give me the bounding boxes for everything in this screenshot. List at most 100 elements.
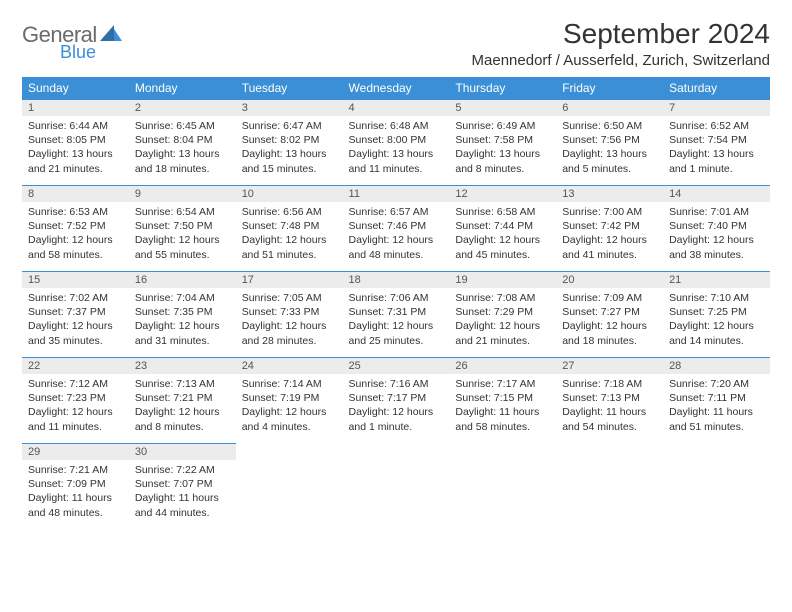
day-content: Sunrise: 7:17 AMSunset: 7:15 PMDaylight:… (449, 374, 556, 437)
sunset-text: Sunset: 7:52 PM (28, 219, 123, 233)
day-number: 30 (129, 444, 236, 460)
day-number: 3 (236, 100, 343, 116)
sunrise-text: Sunrise: 6:58 AM (455, 205, 550, 219)
daylight-text: Daylight: 12 hours and 4 minutes. (242, 405, 337, 433)
calendar-day-cell: 10Sunrise: 6:56 AMSunset: 7:48 PMDayligh… (236, 186, 343, 272)
sunset-text: Sunset: 7:50 PM (135, 219, 230, 233)
daylight-text: Daylight: 12 hours and 18 minutes. (562, 319, 657, 347)
sunset-text: Sunset: 7:37 PM (28, 305, 123, 319)
daylight-text: Daylight: 12 hours and 21 minutes. (455, 319, 550, 347)
daylight-text: Daylight: 12 hours and 1 minute. (349, 405, 444, 433)
month-title: September 2024 (472, 18, 770, 50)
day-number: 15 (22, 272, 129, 288)
title-block: September 2024 Maennedorf / Ausserfeld, … (472, 18, 770, 69)
calendar-day-cell: 11Sunrise: 6:57 AMSunset: 7:46 PMDayligh… (343, 186, 450, 272)
sunset-text: Sunset: 8:02 PM (242, 133, 337, 147)
day-content: Sunrise: 6:50 AMSunset: 7:56 PMDaylight:… (556, 116, 663, 179)
sunrise-text: Sunrise: 7:04 AM (135, 291, 230, 305)
daylight-text: Daylight: 11 hours and 54 minutes. (562, 405, 657, 433)
day-content: Sunrise: 6:57 AMSunset: 7:46 PMDaylight:… (343, 202, 450, 265)
daylight-text: Daylight: 12 hours and 38 minutes. (669, 233, 764, 261)
daylight-text: Daylight: 12 hours and 31 minutes. (135, 319, 230, 347)
calendar-day-cell: 20Sunrise: 7:09 AMSunset: 7:27 PMDayligh… (556, 272, 663, 358)
daylight-text: Daylight: 12 hours and 11 minutes. (28, 405, 123, 433)
daylight-text: Daylight: 12 hours and 25 minutes. (349, 319, 444, 347)
day-number: 9 (129, 186, 236, 202)
day-content: Sunrise: 6:54 AMSunset: 7:50 PMDaylight:… (129, 202, 236, 265)
day-content: Sunrise: 6:49 AMSunset: 7:58 PMDaylight:… (449, 116, 556, 179)
day-number: 7 (663, 100, 770, 116)
sunset-text: Sunset: 7:29 PM (455, 305, 550, 319)
daylight-text: Daylight: 13 hours and 21 minutes. (28, 147, 123, 175)
day-content: Sunrise: 7:01 AMSunset: 7:40 PMDaylight:… (663, 202, 770, 265)
daylight-text: Daylight: 13 hours and 15 minutes. (242, 147, 337, 175)
calendar-day-cell (663, 444, 770, 530)
day-content: Sunrise: 7:02 AMSunset: 7:37 PMDaylight:… (22, 288, 129, 351)
day-number: 27 (556, 358, 663, 374)
daylight-text: Daylight: 12 hours and 58 minutes. (28, 233, 123, 261)
sunset-text: Sunset: 7:21 PM (135, 391, 230, 405)
sunrise-text: Sunrise: 7:00 AM (562, 205, 657, 219)
calendar-day-cell: 8 Sunrise: 6:53 AMSunset: 7:52 PMDaylight… (22, 186, 129, 272)
calendar-day-cell (343, 444, 450, 530)
weekday-header: Monday (129, 77, 236, 100)
daylight-text: Daylight: 12 hours and 51 minutes. (242, 233, 337, 261)
day-content: Sunrise: 7:16 AMSunset: 7:17 PMDaylight:… (343, 374, 450, 437)
sunset-text: Sunset: 7:42 PM (562, 219, 657, 233)
day-number: 26 (449, 358, 556, 374)
sunset-text: Sunset: 7:40 PM (669, 219, 764, 233)
sunrise-text: Sunrise: 6:52 AM (669, 119, 764, 133)
logo: General Blue (22, 22, 122, 63)
day-number: 1 (22, 100, 129, 116)
calendar-day-cell: 17Sunrise: 7:05 AMSunset: 7:33 PMDayligh… (236, 272, 343, 358)
day-content: Sunrise: 7:13 AMSunset: 7:21 PMDaylight:… (129, 374, 236, 437)
day-number: 13 (556, 186, 663, 202)
sunset-text: Sunset: 7:54 PM (669, 133, 764, 147)
logo-sail-icon (100, 25, 122, 46)
calendar-day-cell: 2Sunrise: 6:45 AMSunset: 8:04 PMDaylight… (129, 100, 236, 186)
sunset-text: Sunset: 7:19 PM (242, 391, 337, 405)
day-number: 6 (556, 100, 663, 116)
daylight-text: Daylight: 11 hours and 44 minutes. (135, 491, 230, 519)
calendar-day-cell: 19Sunrise: 7:08 AMSunset: 7:29 PMDayligh… (449, 272, 556, 358)
daylight-text: Daylight: 13 hours and 1 minute. (669, 147, 764, 175)
weekday-header: Saturday (663, 77, 770, 100)
sunrise-text: Sunrise: 6:53 AM (28, 205, 123, 219)
daylight-text: Daylight: 12 hours and 55 minutes. (135, 233, 230, 261)
sunrise-text: Sunrise: 6:50 AM (562, 119, 657, 133)
day-number: 21 (663, 272, 770, 288)
day-content: Sunrise: 7:06 AMSunset: 7:31 PMDaylight:… (343, 288, 450, 351)
calendar-day-cell: 25Sunrise: 7:16 AMSunset: 7:17 PMDayligh… (343, 358, 450, 444)
calendar-table: Sunday Monday Tuesday Wednesday Thursday… (22, 77, 770, 530)
sunset-text: Sunset: 7:46 PM (349, 219, 444, 233)
day-number: 23 (129, 358, 236, 374)
calendar-day-cell: 27Sunrise: 7:18 AMSunset: 7:13 PMDayligh… (556, 358, 663, 444)
logo-text-blue: Blue (60, 42, 96, 63)
sunset-text: Sunset: 7:23 PM (28, 391, 123, 405)
day-content: Sunrise: 7:18 AMSunset: 7:13 PMDaylight:… (556, 374, 663, 437)
day-number: 5 (449, 100, 556, 116)
sunrise-text: Sunrise: 6:49 AM (455, 119, 550, 133)
header: General Blue September 2024 Maennedorf /… (22, 18, 770, 69)
sunrise-text: Sunrise: 6:47 AM (242, 119, 337, 133)
calendar-day-cell: 26Sunrise: 7:17 AMSunset: 7:15 PMDayligh… (449, 358, 556, 444)
sunrise-text: Sunrise: 7:06 AM (349, 291, 444, 305)
day-content: Sunrise: 7:21 AMSunset: 7:09 PMDaylight:… (22, 460, 129, 523)
sunrise-text: Sunrise: 7:10 AM (669, 291, 764, 305)
day-content: Sunrise: 7:20 AMSunset: 7:11 PMDaylight:… (663, 374, 770, 437)
calendar-day-cell: 14Sunrise: 7:01 AMSunset: 7:40 PMDayligh… (663, 186, 770, 272)
sunrise-text: Sunrise: 7:14 AM (242, 377, 337, 391)
day-content: Sunrise: 7:22 AMSunset: 7:07 PMDaylight:… (129, 460, 236, 523)
day-content: Sunrise: 6:47 AMSunset: 8:02 PMDaylight:… (236, 116, 343, 179)
weekday-header-row: Sunday Monday Tuesday Wednesday Thursday… (22, 77, 770, 100)
daylight-text: Daylight: 13 hours and 8 minutes. (455, 147, 550, 175)
calendar-day-cell (556, 444, 663, 530)
sunrise-text: Sunrise: 6:44 AM (28, 119, 123, 133)
daylight-text: Daylight: 12 hours and 35 minutes. (28, 319, 123, 347)
sunset-text: Sunset: 7:09 PM (28, 477, 123, 491)
day-number: 11 (343, 186, 450, 202)
day-number: 8 (22, 186, 129, 202)
calendar-day-cell: 30Sunrise: 7:22 AMSunset: 7:07 PMDayligh… (129, 444, 236, 530)
calendar-day-cell: 4Sunrise: 6:48 AMSunset: 8:00 PMDaylight… (343, 100, 450, 186)
sunset-text: Sunset: 7:33 PM (242, 305, 337, 319)
